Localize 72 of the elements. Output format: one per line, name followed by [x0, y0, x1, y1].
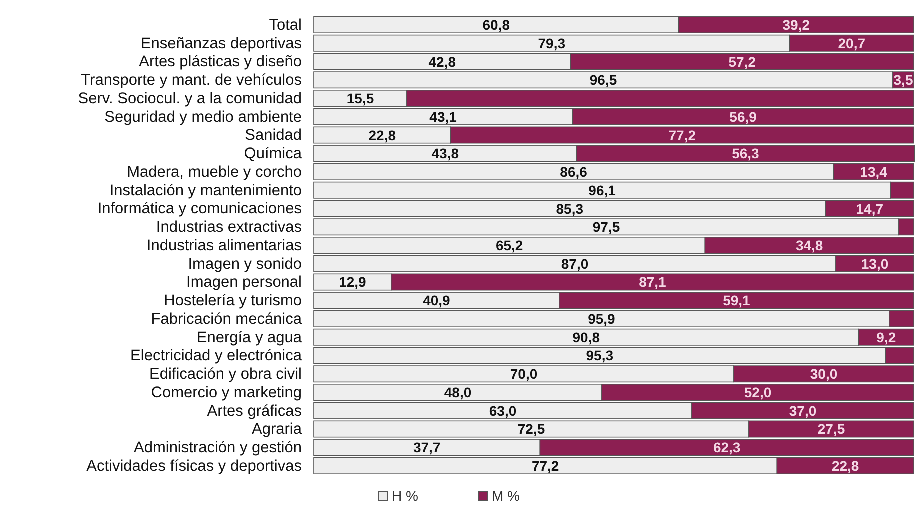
data-label: 77,2	[668, 127, 696, 144]
y-tick-label: Administración y gestión	[134, 440, 302, 457]
data-label: 62,3	[713, 440, 741, 456]
y-tick-label: Actividades físicas y deportivas	[86, 458, 302, 475]
data-label: 48,0	[444, 384, 472, 400]
data-label: 59,1	[723, 292, 751, 309]
y-tick-label: Industrias extractivas	[156, 219, 302, 236]
data-label: 63,0	[489, 402, 517, 419]
data-label: 14,7	[856, 200, 884, 217]
y-tick-label: Hostelería y turismo	[164, 292, 302, 310]
data-label: 37,0	[789, 402, 817, 419]
y-tick-label: Serv. Sociocul. y a la comunidad	[78, 90, 302, 108]
data-label: 43,8	[432, 146, 460, 162]
data-label: 95,3	[586, 348, 614, 364]
y-tick-label: Comercio y marketing	[151, 384, 302, 402]
y-tick-label: Agraria	[252, 421, 302, 438]
data-label: 12,9	[339, 274, 367, 290]
data-label: 43,1	[430, 108, 458, 125]
y-tick-label: Sanidad	[245, 127, 302, 144]
data-label: 87,0	[561, 256, 589, 272]
data-label: 96,5	[590, 72, 618, 88]
y-tick-label: Enseñanzas deportivas	[140, 35, 302, 52]
data-label: 95,9	[588, 311, 616, 327]
data-label: 85,3	[556, 200, 584, 217]
data-label: 39,2	[782, 17, 810, 34]
data-label: 56,9	[730, 108, 758, 125]
y-tick-label: Informática y comunicaciones	[98, 200, 302, 218]
data-label: 37,7	[413, 440, 441, 456]
data-label: 87,1	[639, 274, 667, 290]
y-tick-label: Instalación y mantenimiento	[110, 182, 302, 200]
data-label: 22,8	[368, 127, 396, 144]
y-tick-label: Imagen y sonido	[188, 256, 302, 273]
data-label: 90,8	[572, 329, 600, 346]
data-label: 52,0	[744, 384, 772, 400]
data-label: 86,6	[560, 164, 588, 180]
data-label: 22,8	[832, 458, 860, 474]
legend-label: H %	[392, 488, 418, 504]
y-tick-label: Artes plásticas y diseño	[139, 54, 302, 71]
data-label: 9,2	[876, 329, 896, 346]
data-label: 96,1	[588, 182, 616, 198]
y-tick-label: Artes gráficas	[207, 402, 302, 420]
data-label: 34,8	[796, 238, 824, 254]
y-tick-label: Química	[244, 146, 302, 163]
data-label: 70,0	[510, 366, 538, 382]
y-tick-label: Electricidad y electrónica	[130, 348, 302, 365]
data-label: 20,7	[838, 35, 866, 52]
y-tick-label: Seguridad y medio ambiente	[104, 108, 302, 126]
data-label: 27,5	[818, 421, 846, 438]
y-tick-label: Total	[269, 16, 302, 34]
data-label: 56,3	[732, 146, 760, 162]
data-label: 79,3	[538, 35, 566, 52]
data-label: 13,0	[861, 256, 889, 272]
data-label: 65,2	[496, 238, 524, 254]
y-tick-label: Industrias alimentarias	[146, 237, 302, 254]
y-tick-label: Transporte y mant. de vehículos	[81, 72, 302, 90]
data-label: 77,2	[532, 458, 560, 474]
y-tick-label: Fabricación mecánica	[151, 310, 302, 328]
data-label: 97,5	[592, 219, 620, 236]
data-label: 15,5	[346, 90, 374, 106]
data-label: 40,9	[423, 292, 451, 309]
data-label: 57,2	[728, 54, 756, 70]
data-label: 30,0	[810, 366, 838, 382]
y-tick-label: Imagen personal	[186, 274, 302, 292]
legend-label: M %	[492, 488, 520, 504]
data-label: 42,8	[428, 54, 456, 70]
data-label: 13,4	[860, 164, 888, 180]
y-tick-label: Energía y agua	[196, 329, 302, 346]
y-tick-label: Edificación y obra civil	[150, 366, 302, 384]
y-tick-label: Madera, mueble y corcho	[127, 164, 302, 181]
data-label: 72,5	[518, 421, 546, 438]
data-label: 3,5	[894, 72, 914, 88]
data-label: 60,8	[482, 17, 510, 34]
